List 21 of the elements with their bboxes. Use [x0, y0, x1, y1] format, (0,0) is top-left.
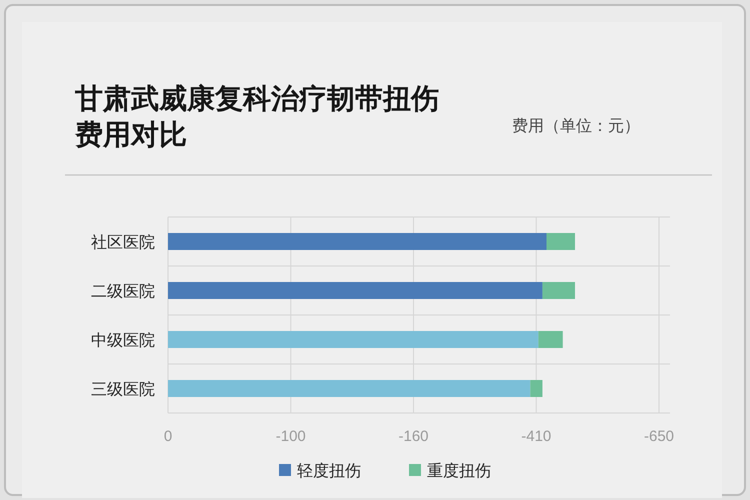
- bar: [168, 233, 547, 250]
- y-tick-label: 三级医院: [91, 380, 155, 398]
- legend-label: 轻度扭伤: [297, 462, 361, 480]
- chart-subtitle: 费用（单位：元）: [512, 117, 640, 135]
- bar: [542, 282, 575, 299]
- text: -650: [644, 428, 674, 445]
- bar: [546, 233, 575, 250]
- y-tick-label: 二级医院: [91, 282, 155, 300]
- y-tick-label: 中级医院: [91, 332, 155, 350]
- bar: [168, 282, 542, 299]
- chart-title: 甘肃武威康复科治疗韧带扭伤费用对比: [74, 83, 439, 150]
- y-tick-label: 社区医院: [91, 234, 155, 252]
- text: -100: [276, 428, 306, 445]
- text: -160: [398, 428, 429, 445]
- text: -410: [521, 428, 552, 445]
- bar: [530, 380, 542, 397]
- bar: [168, 331, 538, 348]
- bar: [538, 331, 563, 348]
- legend-label: 重度扭伤: [427, 462, 491, 480]
- bar: [168, 380, 530, 397]
- text: 0: [164, 428, 172, 445]
